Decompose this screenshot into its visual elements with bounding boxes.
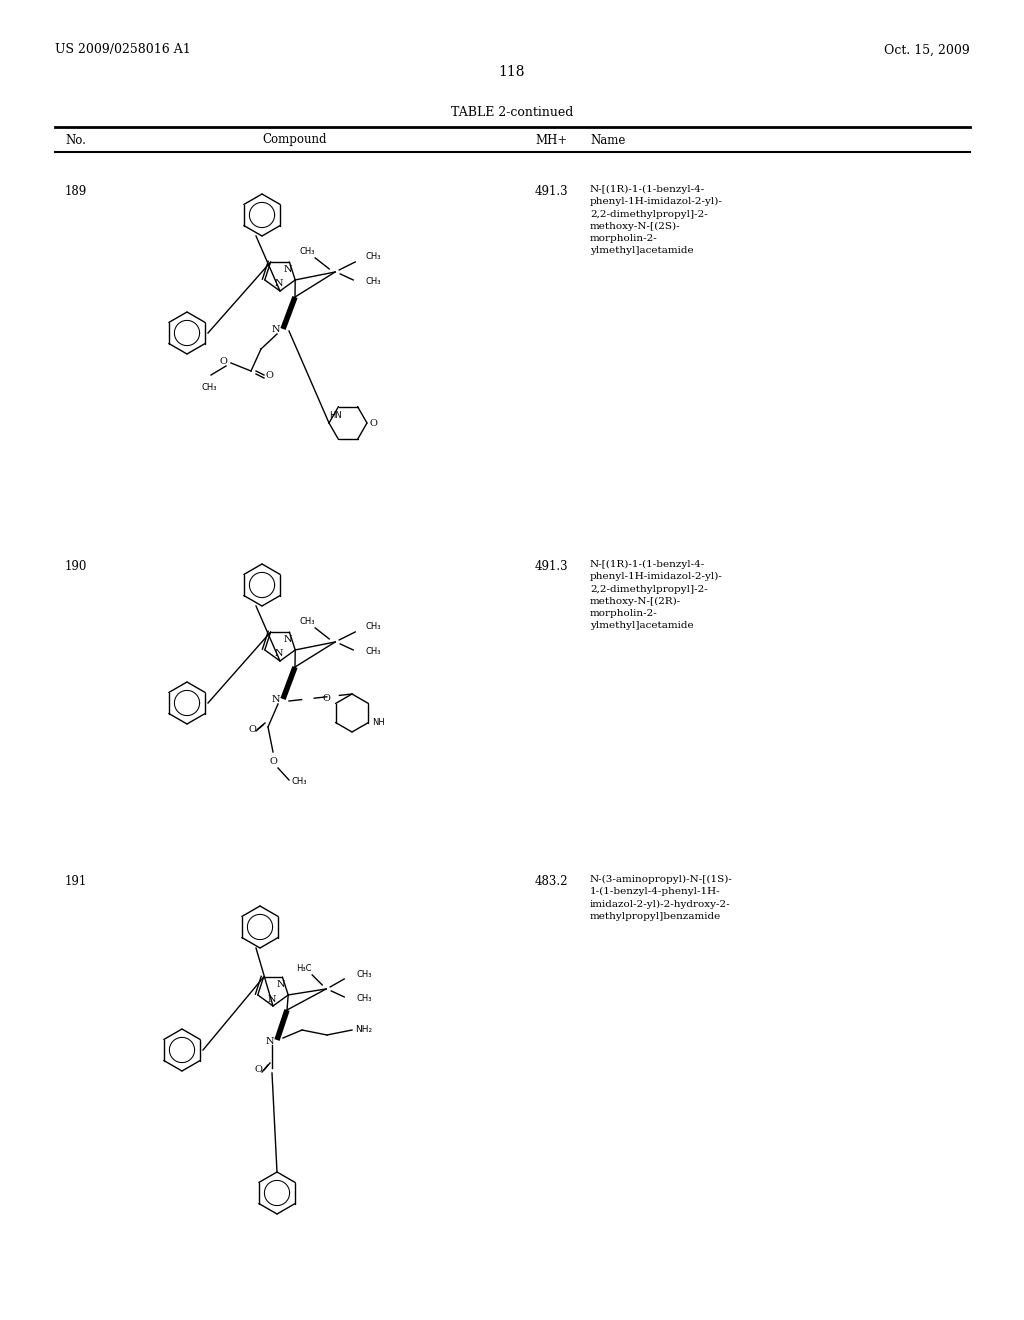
Text: Name: Name xyxy=(590,133,626,147)
Text: O: O xyxy=(254,1065,262,1074)
Text: CH₃: CH₃ xyxy=(299,618,315,627)
Text: N-[(1R)-1-(1-benzyl-4-
phenyl-1H-imidazol-2-yl)-
2,2-dimethylpropyl]-2-
methoxy-: N-[(1R)-1-(1-benzyl-4- phenyl-1H-imidazo… xyxy=(590,185,723,255)
Text: No.: No. xyxy=(65,133,86,147)
Text: N: N xyxy=(276,979,285,989)
Text: MH+: MH+ xyxy=(535,133,567,147)
Text: NH₂: NH₂ xyxy=(355,1026,372,1035)
Text: N: N xyxy=(284,635,292,644)
Text: N: N xyxy=(271,696,281,705)
Text: N: N xyxy=(284,264,292,273)
Text: O: O xyxy=(248,725,256,734)
Text: CH₃: CH₃ xyxy=(366,647,381,656)
Text: Compound: Compound xyxy=(263,133,328,147)
Text: HN: HN xyxy=(329,411,342,420)
Text: N-[(1R)-1-(1-benzyl-4-
phenyl-1H-imidazol-2-yl)-
2,2-dimethylpropyl]-2-
methoxy-: N-[(1R)-1-(1-benzyl-4- phenyl-1H-imidazo… xyxy=(590,560,723,630)
Text: N: N xyxy=(274,280,284,289)
Text: CH₃: CH₃ xyxy=(366,277,381,286)
Text: N: N xyxy=(267,994,276,1003)
Text: N: N xyxy=(266,1036,274,1045)
Text: 491.3: 491.3 xyxy=(535,185,568,198)
Text: O: O xyxy=(265,371,273,380)
Text: US 2009/0258016 A1: US 2009/0258016 A1 xyxy=(55,44,190,57)
Text: CH₃: CH₃ xyxy=(299,247,315,256)
Text: CH₃: CH₃ xyxy=(202,383,217,392)
Text: CH₃: CH₃ xyxy=(366,252,381,261)
Text: N-(3-aminopropyl)-N-[(1S)-
1-(1-benzyl-4-phenyl-1H-
imidazol-2-yl)-2-hydroxy-2-
: N-(3-aminopropyl)-N-[(1S)- 1-(1-benzyl-4… xyxy=(590,875,733,921)
Text: NH: NH xyxy=(373,718,385,727)
Text: N: N xyxy=(274,649,284,659)
Text: 118: 118 xyxy=(499,65,525,79)
Text: N: N xyxy=(271,326,281,334)
Text: 191: 191 xyxy=(65,875,87,888)
Text: CH₃: CH₃ xyxy=(291,777,306,787)
Text: 190: 190 xyxy=(65,560,87,573)
Text: 189: 189 xyxy=(65,185,87,198)
Text: 491.3: 491.3 xyxy=(535,560,568,573)
Text: O: O xyxy=(269,758,276,767)
Text: O: O xyxy=(370,418,378,428)
Text: TABLE 2-continued: TABLE 2-continued xyxy=(451,106,573,119)
Text: CH₃: CH₃ xyxy=(356,970,372,979)
Text: CH₃: CH₃ xyxy=(356,994,372,1003)
Text: O: O xyxy=(219,358,227,367)
Text: O: O xyxy=(323,694,331,704)
Text: 483.2: 483.2 xyxy=(535,875,568,888)
Text: CH₃: CH₃ xyxy=(366,623,381,631)
Text: H₃C: H₃C xyxy=(297,965,312,973)
Text: Oct. 15, 2009: Oct. 15, 2009 xyxy=(885,44,970,57)
